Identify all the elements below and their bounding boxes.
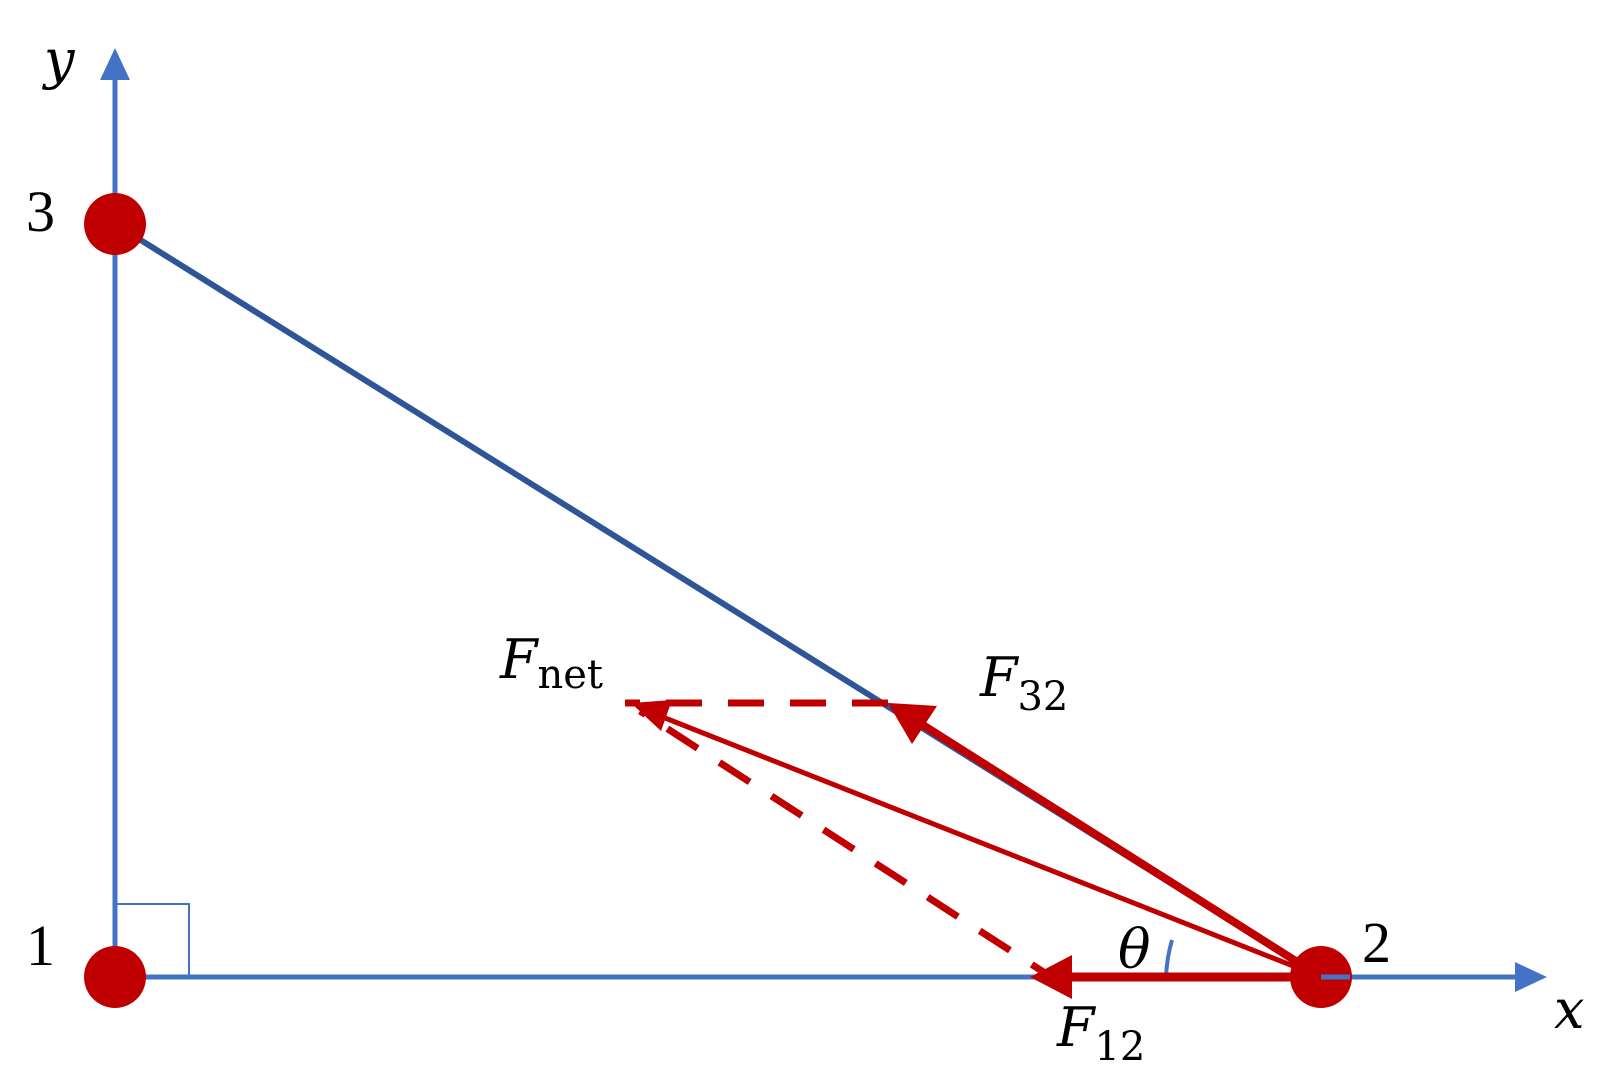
y-axis-arrow [100, 48, 130, 80]
f12-label: F12 [1056, 996, 1145, 1070]
dashed-line [638, 708, 1064, 987]
subscript: 32 [1017, 674, 1068, 720]
f32-vector [912, 716, 1324, 981]
f-net-arrowhead [631, 700, 672, 731]
charge-label: 1 [26, 913, 55, 978]
x-axis-label: x [1554, 978, 1584, 1041]
f32-label: F32 [979, 646, 1068, 720]
charge-label: 3 [26, 179, 55, 244]
f-net-label: Fnet [499, 628, 603, 698]
subscript: 12 [1094, 1024, 1145, 1070]
right-angle-mark [115, 903, 190, 977]
f-net-vector [659, 713, 1322, 980]
symbol: F [499, 628, 540, 691]
charge-label: 2 [1362, 910, 1391, 975]
charge [84, 946, 146, 1008]
angle-label: θ [1118, 918, 1151, 981]
charge [84, 193, 146, 255]
angle-arc [1164, 939, 1174, 978]
x-axis-arrow [1515, 962, 1547, 992]
symbol: F [979, 646, 1020, 709]
y-axis-label: y [42, 28, 76, 91]
f12-arrowhead [1030, 955, 1072, 999]
f32-arrowhead [888, 703, 937, 744]
symbol: F [1056, 996, 1097, 1059]
subscript: net [537, 652, 603, 698]
